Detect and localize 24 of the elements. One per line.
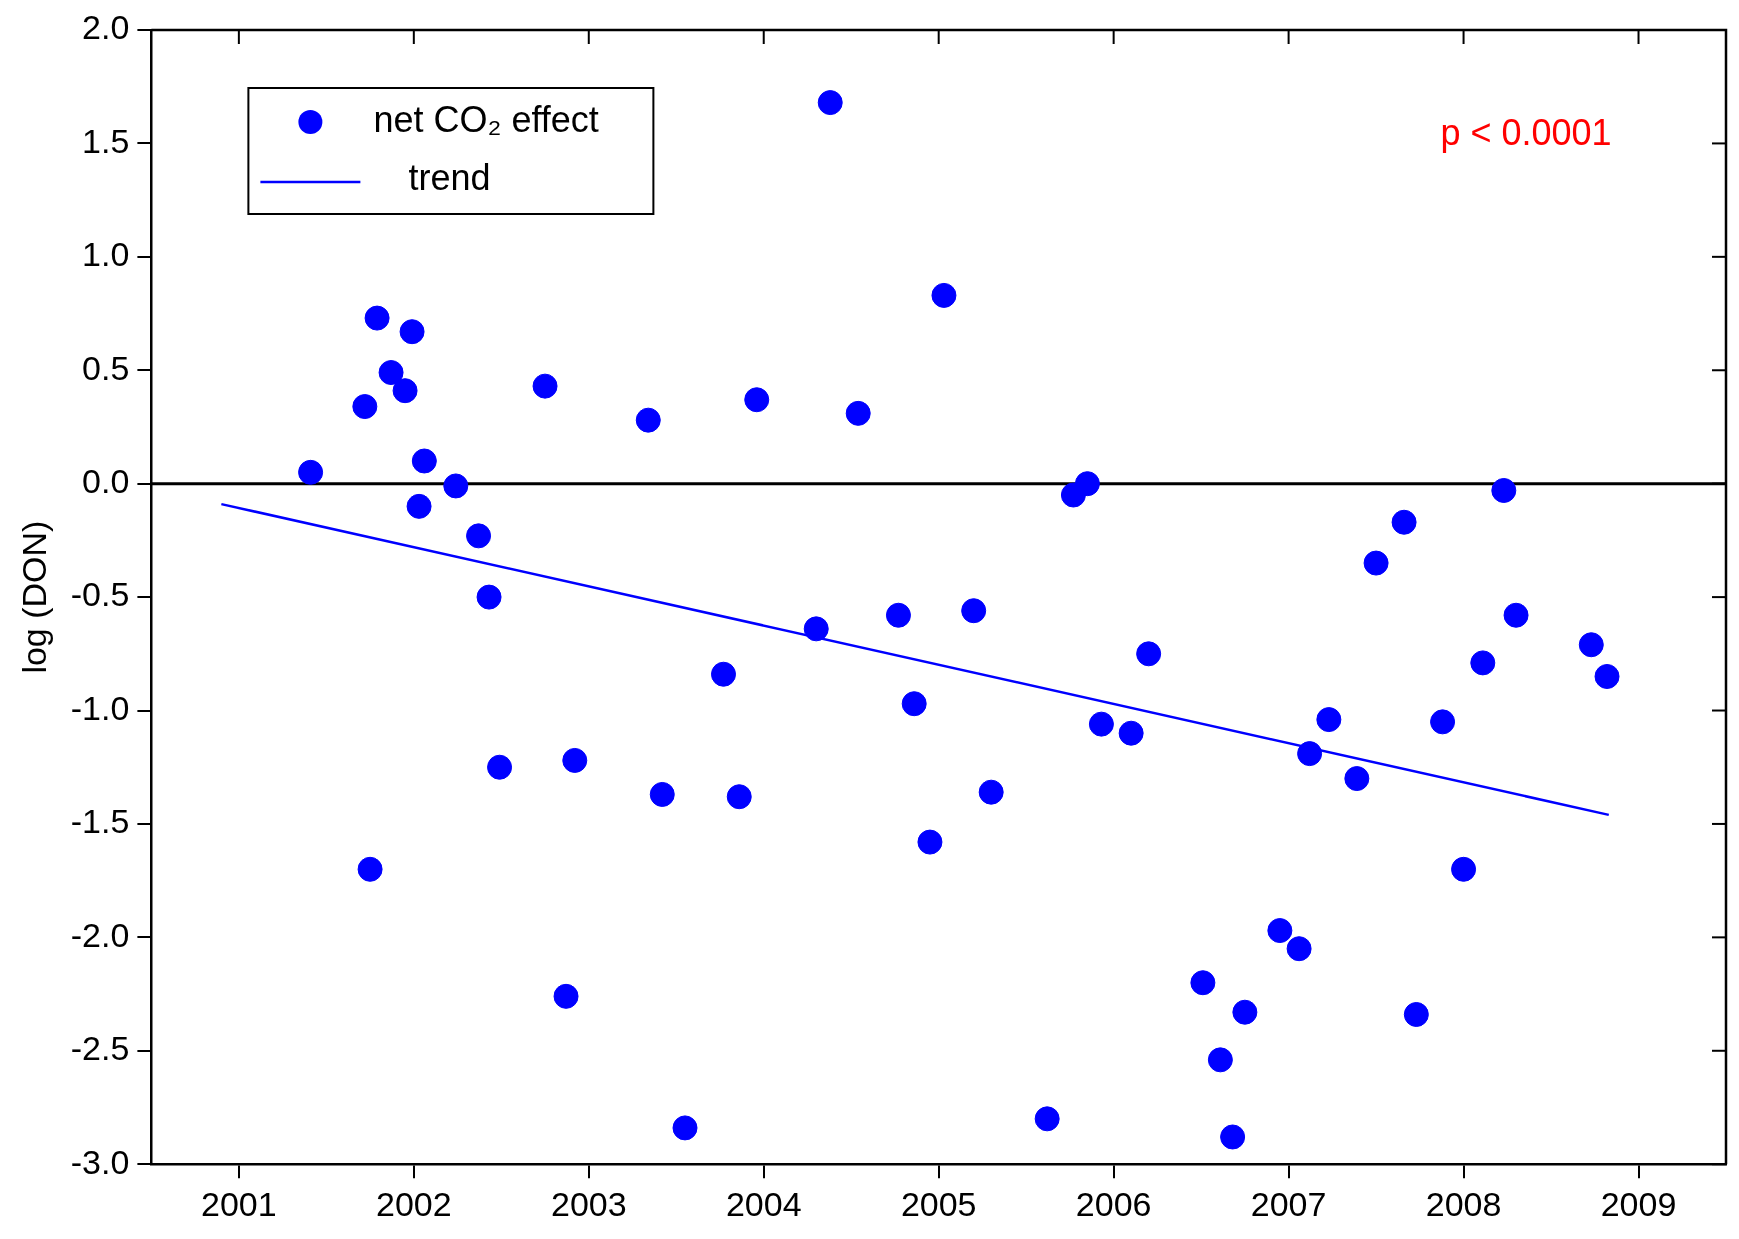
y-tick-label: -1.0 [70,688,130,727]
x-tick-label: 2001 [201,1184,277,1223]
x-tick-label: 2008 [1425,1184,1502,1223]
y-tick-label: 1.0 [82,235,130,274]
y-tick-label: 1.5 [82,121,130,160]
y-axis-title: log (DON) [14,520,53,674]
y-tick-label: -2.0 [70,915,130,954]
y-tick-label: 0.5 [82,348,130,387]
legend-label: net CO₂ effect [373,98,599,140]
y-tick-label: -1.5 [70,802,130,841]
annotation: p < 0.0001 [1440,111,1612,153]
x-tick-label: 2005 [900,1184,977,1223]
x-tick-label: 2004 [725,1184,802,1223]
x-tick-label: 2007 [1250,1184,1327,1223]
y-tick-label: 2.0 [82,8,130,47]
y-tick-label: -3.0 [70,1142,130,1181]
x-tick-label: 2003 [550,1184,627,1223]
x-tick-label: 2002 [376,1184,452,1223]
legend-label: trend [408,156,491,198]
y-tick-label: -0.5 [70,575,130,614]
y-tick-label: 0.0 [82,462,130,501]
x-tick-label: 2009 [1600,1184,1677,1223]
x-tick-label: 2006 [1075,1184,1152,1223]
y-tick-label: -2.5 [70,1029,130,1068]
